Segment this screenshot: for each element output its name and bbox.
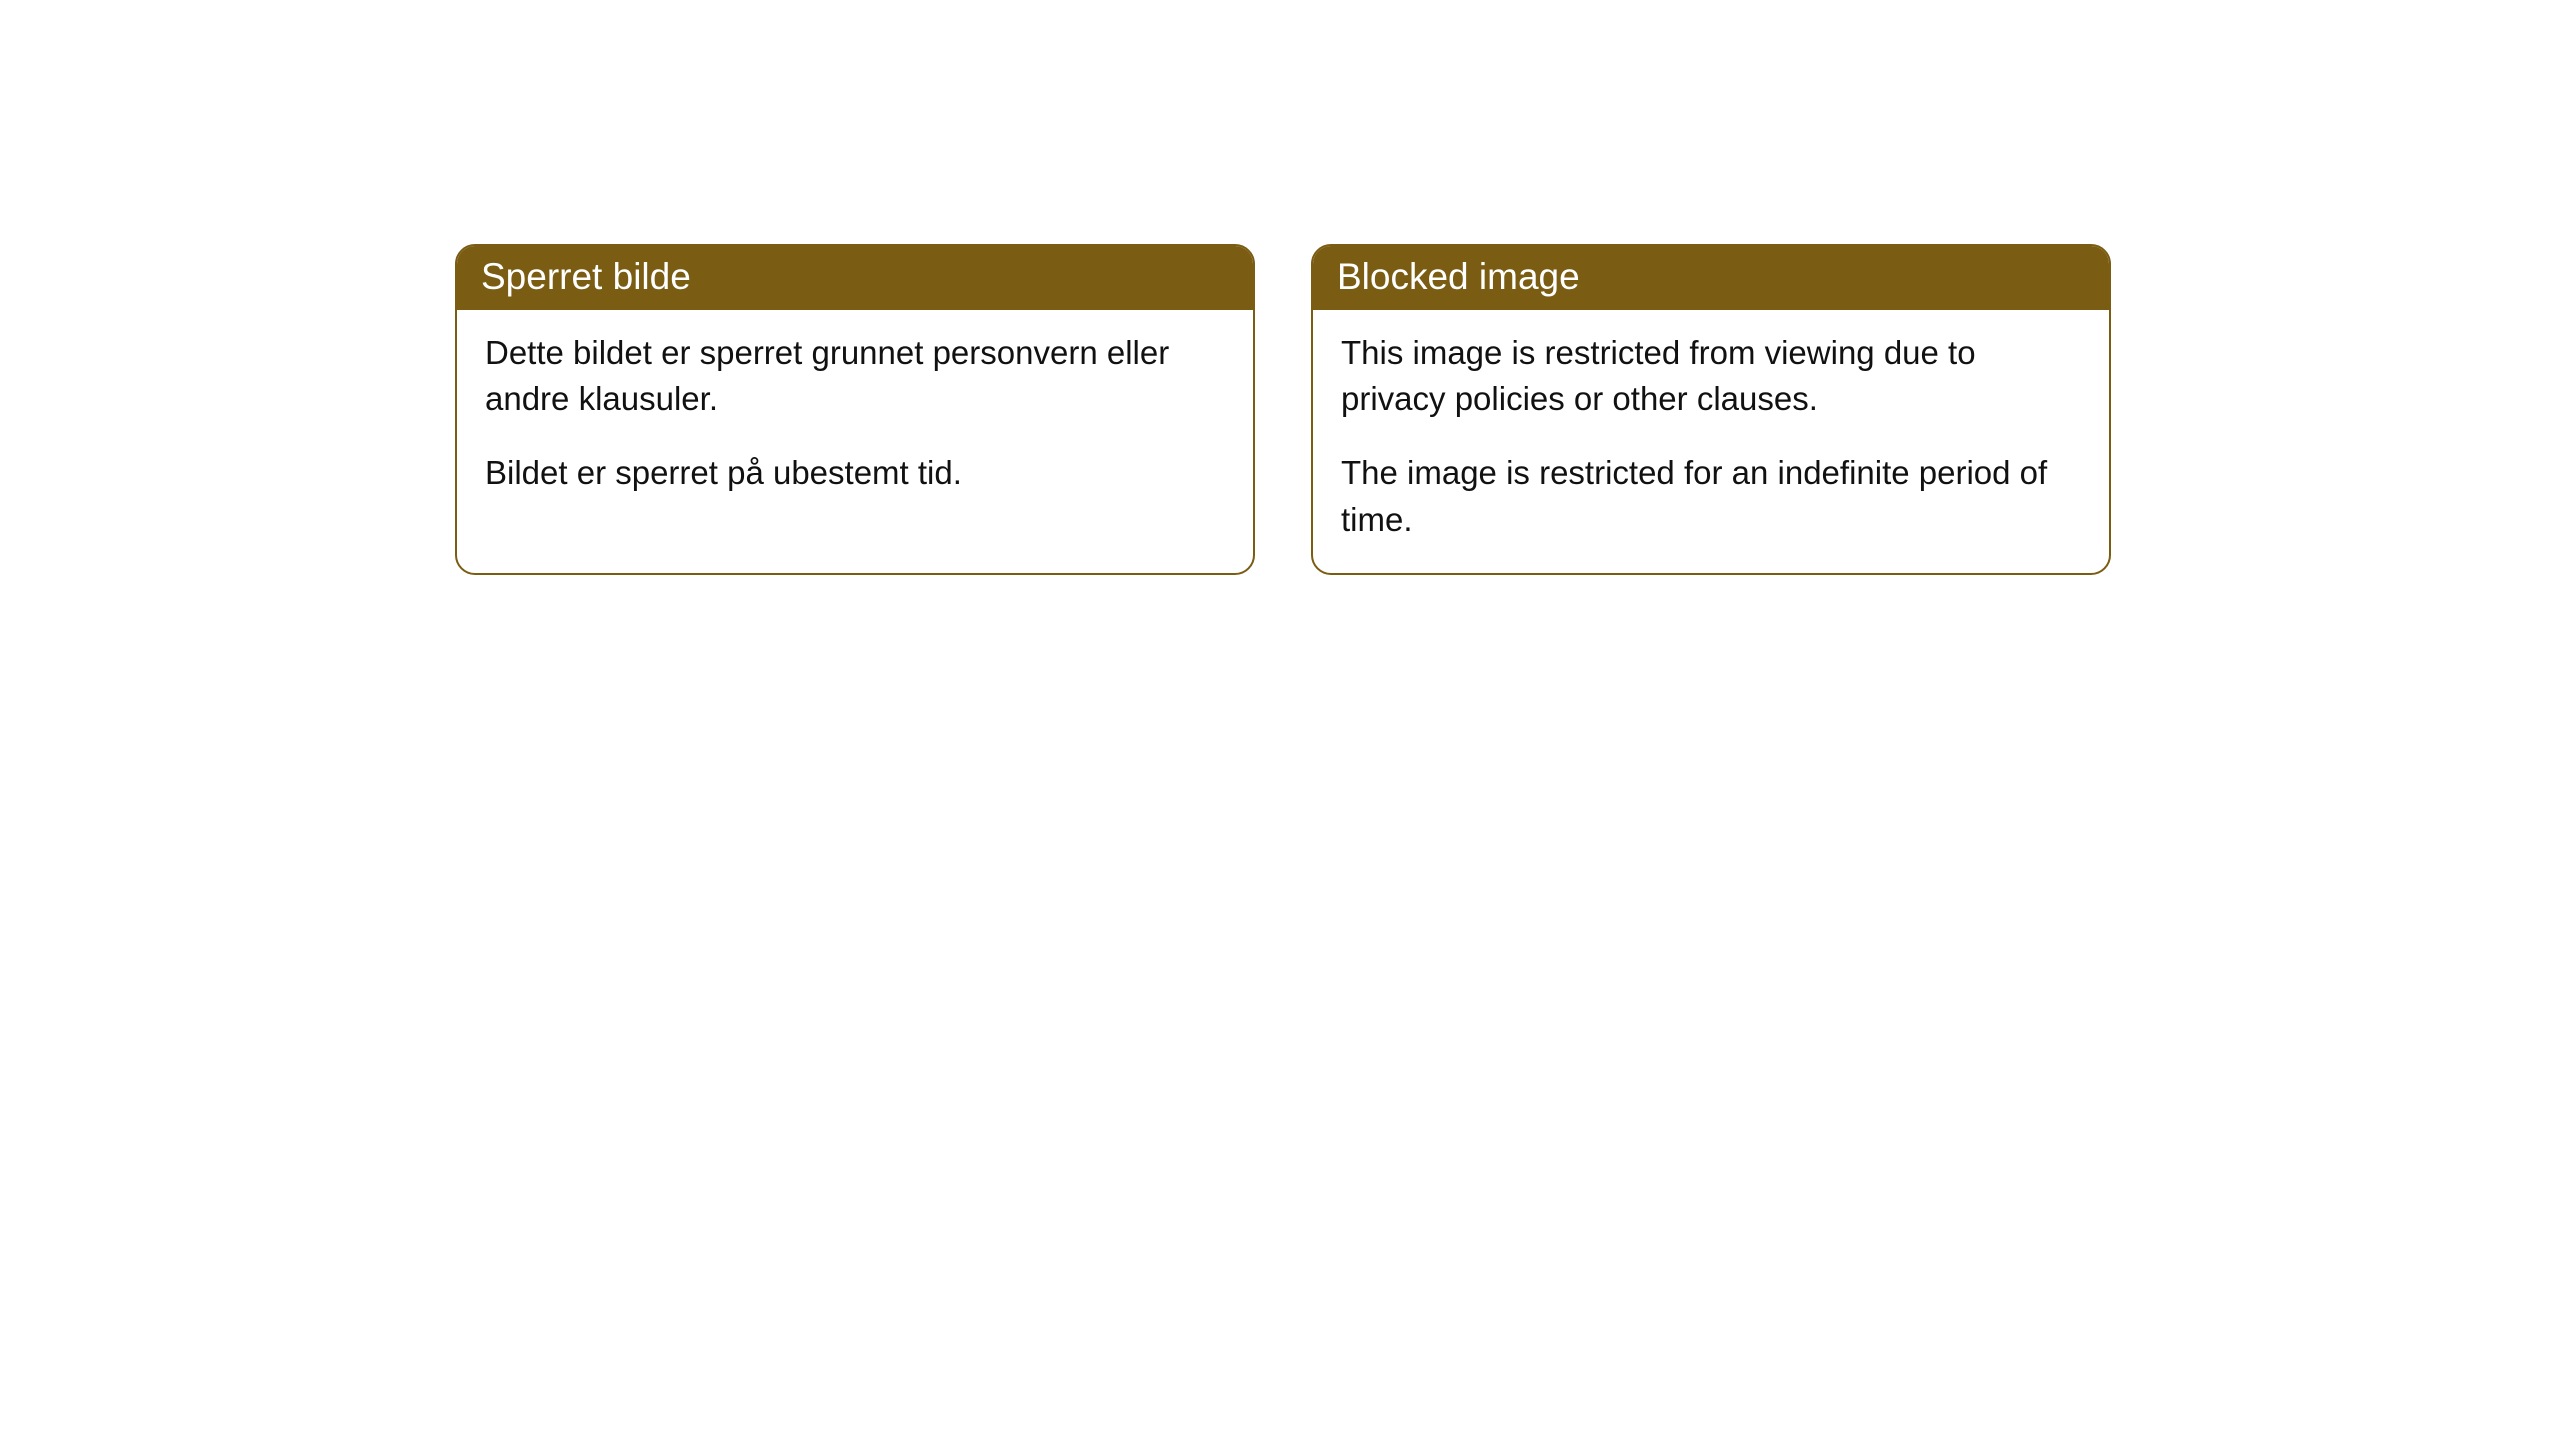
card-body: This image is restricted from viewing du… — [1313, 310, 2109, 573]
card-body: Dette bildet er sperret grunnet personve… — [457, 310, 1253, 527]
notice-paragraph: The image is restricted for an indefinit… — [1341, 450, 2081, 542]
card-header: Sperret bilde — [457, 246, 1253, 310]
notice-card-english: Blocked image This image is restricted f… — [1311, 244, 2111, 575]
notice-paragraph: Bildet er sperret på ubestemt tid. — [485, 450, 1225, 496]
notice-card-norwegian: Sperret bilde Dette bildet er sperret gr… — [455, 244, 1255, 575]
notice-container: Sperret bilde Dette bildet er sperret gr… — [455, 244, 2560, 575]
card-header: Blocked image — [1313, 246, 2109, 310]
notice-paragraph: This image is restricted from viewing du… — [1341, 330, 2081, 422]
notice-paragraph: Dette bildet er sperret grunnet personve… — [485, 330, 1225, 422]
